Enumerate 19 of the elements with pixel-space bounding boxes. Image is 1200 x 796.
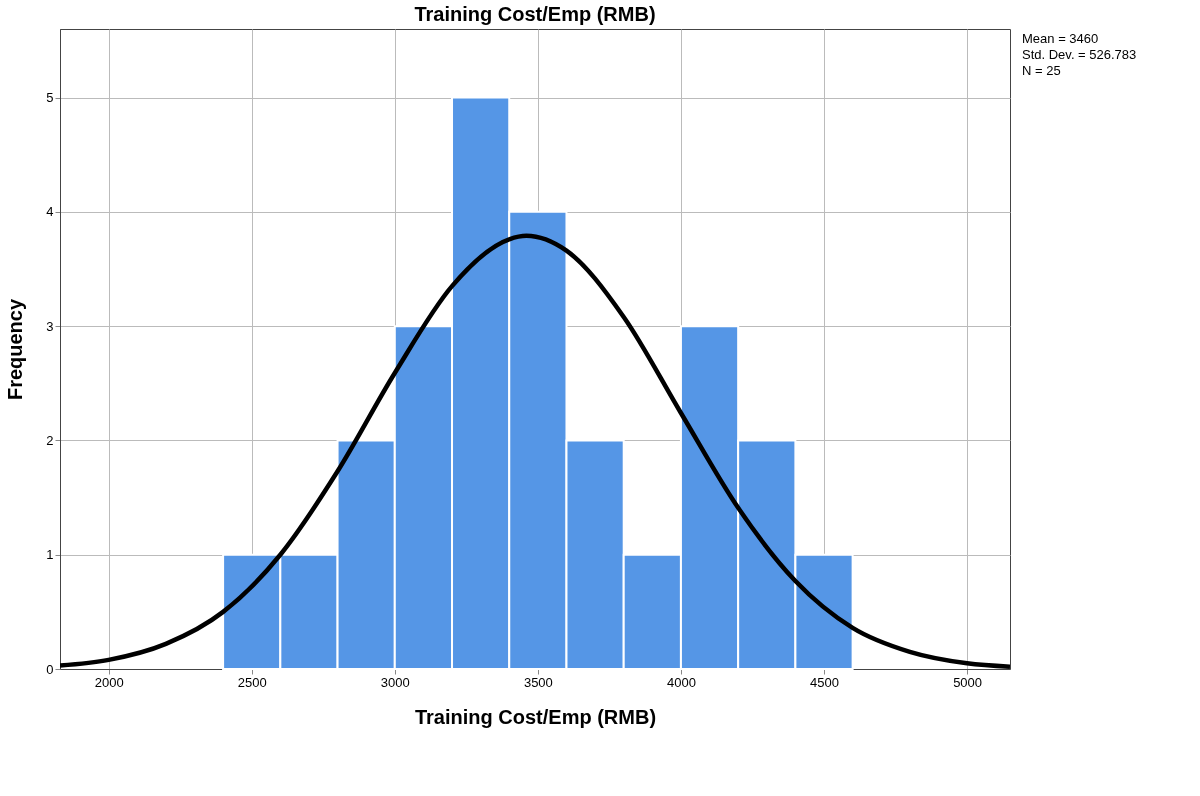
x-axis-title: Training Cost/Emp (RMB) [414,705,657,728]
x-tick-label: 3500 [523,674,553,690]
x-tick-label: 4500 [810,674,839,690]
chart-title: Training Cost/Emp (RMB) [414,3,656,25]
y-tick-label: 3 [46,318,54,334]
text: Mean = 3460 [1022,31,1099,46]
y-tick-label: 0 [46,661,54,677]
x-tick-label: 2000 [94,674,124,690]
x-tick-label: 3000 [380,674,410,690]
text: Std. Dev. = 526.783 [1022,47,1137,62]
y-tick-label: 5 [46,90,54,106]
y-tick-label: 2 [46,432,54,448]
x-tick-label: 4000 [666,674,696,690]
y-tick-label: 4 [46,204,54,220]
y-tick-label: 1 [46,547,54,563]
y-axis-title: Frequency [4,298,27,401]
text: N = 25 [1022,63,1061,78]
x-tick-label: 2500 [237,674,267,690]
x-tick-label: 5000 [953,674,983,690]
